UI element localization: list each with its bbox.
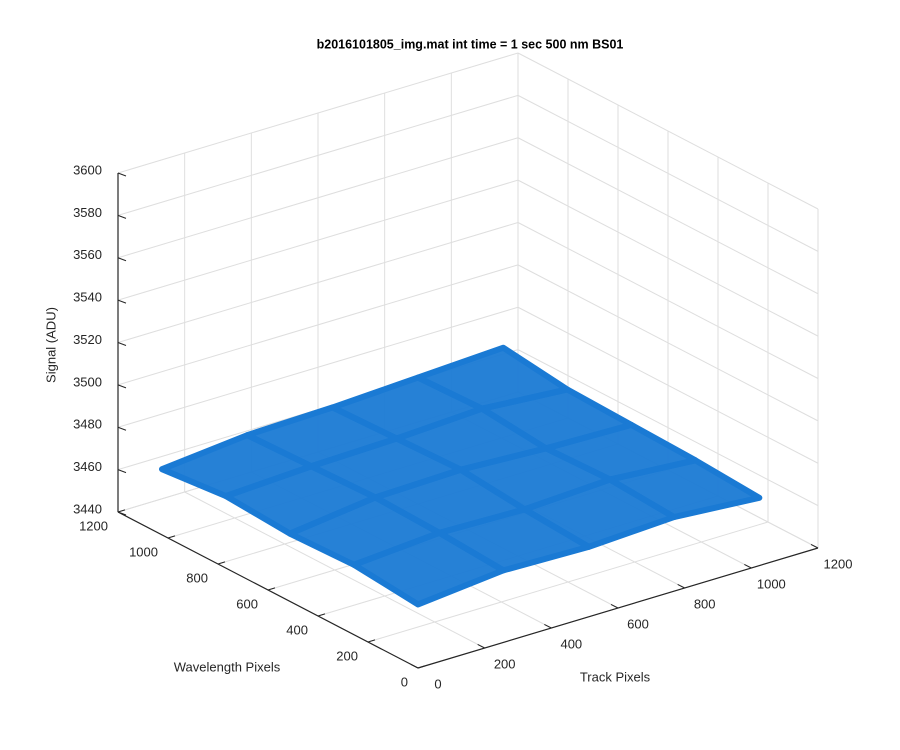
tick-mark: [267, 587, 276, 591]
grid-line: [117, 222, 519, 343]
tick-mark: [117, 172, 127, 177]
grid-line: [117, 94, 519, 216]
y-tick-label: 600: [236, 596, 258, 611]
grid-line: [117, 137, 519, 259]
z-tick-label: 3500: [73, 374, 102, 389]
grid-line: [117, 306, 519, 428]
z-tick-label: 3520: [73, 332, 102, 347]
grid-line: [517, 94, 819, 252]
tick-mark: [544, 623, 552, 629]
y-axis-label: Wavelength Pixels: [174, 659, 281, 674]
z-axis-label: Signal (ADU): [43, 307, 58, 383]
z-tick-label: 3600: [73, 162, 102, 177]
grid-line: [517, 137, 819, 295]
grid-line: [517, 179, 819, 337]
z-tick-label: 3580: [73, 205, 102, 220]
y-tick-label: 400: [286, 622, 308, 637]
tick-mark: [417, 665, 426, 669]
y-tick-label: 0: [401, 674, 408, 689]
z-tick-label: 3460: [73, 459, 102, 474]
grid-line: [367, 521, 769, 643]
grid-line: [117, 264, 519, 386]
tick-mark: [117, 426, 127, 431]
grid-line: [517, 52, 819, 210]
tick-mark: [744, 563, 752, 569]
grid-line: [517, 264, 819, 422]
x-tick-label: 200: [494, 656, 516, 671]
tick-mark: [367, 639, 376, 643]
x-tick-label: 600: [627, 616, 649, 631]
tick-mark: [610, 603, 619, 609]
tick-mark: [117, 214, 127, 219]
z-tick-label: 3540: [73, 290, 102, 305]
tick-mark: [410, 663, 419, 669]
tick-mark: [167, 535, 176, 539]
tick-mark: [317, 613, 326, 617]
y-tick-label: 1200: [79, 518, 108, 533]
z-tick-label: 3480: [73, 417, 102, 432]
z-tick-label: 3440: [73, 501, 102, 516]
z-tick-label: 3560: [73, 247, 102, 262]
grid-line: [117, 179, 519, 301]
tick-mark: [117, 384, 127, 389]
grid-line: [517, 222, 819, 379]
tick-mark: [117, 509, 126, 513]
x-tick-label: 0: [434, 676, 441, 691]
chart-title: b2016101805_img.mat int time = 1 sec 500…: [317, 37, 624, 51]
x-axis-label: Track Pixels: [580, 669, 651, 684]
grid-line: [117, 52, 519, 174]
x-tick-label: 1000: [757, 576, 786, 591]
grid-line: [517, 306, 819, 464]
tick-mark: [117, 299, 127, 304]
tick-mark: [117, 469, 127, 474]
x-tick-label: 1200: [824, 556, 853, 571]
y-tick-label: 200: [336, 648, 358, 663]
tick-mark: [117, 342, 127, 346]
surface-patch: [351, 529, 507, 608]
tick-mark: [217, 561, 226, 565]
tick-mark: [117, 257, 127, 262]
tick-mark: [677, 583, 685, 589]
tick-mark: [810, 543, 819, 549]
tick-mark: [477, 643, 485, 649]
x-tick-label: 800: [694, 596, 716, 611]
y-tick-label: 1000: [129, 544, 158, 559]
x-tick-label: 400: [560, 636, 582, 651]
grid-line: [517, 349, 819, 507]
y-tick-label: 800: [186, 570, 208, 585]
tick-mark: [117, 511, 127, 516]
